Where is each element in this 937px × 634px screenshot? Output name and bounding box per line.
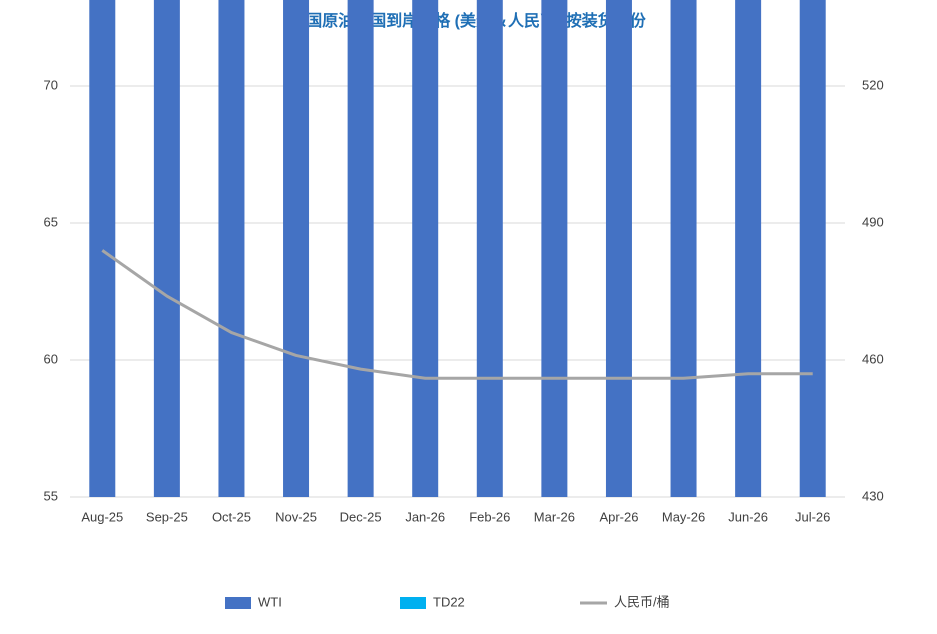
bar bbox=[153, 0, 180, 497]
bar bbox=[799, 0, 826, 497]
legend-label: TD22 bbox=[433, 594, 465, 609]
x-tick-label: Dec-25 bbox=[340, 509, 382, 524]
bar bbox=[347, 0, 374, 497]
x-tick-label: Oct-25 bbox=[212, 509, 251, 524]
y-tick-label: 55 bbox=[44, 488, 58, 503]
bar bbox=[476, 0, 503, 497]
line bbox=[101, 249, 813, 380]
x-tick-label: Feb-26 bbox=[469, 509, 510, 524]
x-tick-label: Apr-26 bbox=[599, 509, 638, 524]
x-tick-label: Jul-26 bbox=[795, 509, 830, 524]
bar bbox=[735, 0, 762, 497]
y2-tick-label: 490 bbox=[862, 214, 884, 229]
bar bbox=[89, 0, 116, 497]
x-tick-label: Jan-26 bbox=[405, 509, 445, 524]
y-tick-label: 60 bbox=[44, 351, 58, 366]
y-tick-label: 65 bbox=[44, 214, 58, 229]
y-tick-label: 70 bbox=[44, 77, 58, 92]
bar bbox=[670, 0, 697, 497]
bar bbox=[283, 0, 310, 497]
legend-swatch bbox=[400, 597, 426, 609]
x-tick-label: Nov-25 bbox=[275, 509, 317, 524]
bar bbox=[412, 0, 439, 497]
x-tick-label: Sep-25 bbox=[146, 509, 188, 524]
x-tick-label: Jun-26 bbox=[728, 509, 768, 524]
legend-swatch bbox=[225, 597, 251, 609]
x-tick-label: May-26 bbox=[662, 509, 705, 524]
bar bbox=[541, 0, 568, 497]
bar bbox=[218, 0, 245, 497]
y2-tick-label: 520 bbox=[862, 77, 884, 92]
x-tick-label: Mar-26 bbox=[534, 509, 575, 524]
legend-label: WTI bbox=[258, 594, 282, 609]
x-tick-label: Aug-25 bbox=[81, 509, 123, 524]
y2-tick-label: 460 bbox=[862, 351, 884, 366]
legend-label: 人民币/桶 bbox=[614, 594, 670, 609]
bar bbox=[605, 0, 632, 497]
y2-tick-label: 430 bbox=[862, 488, 884, 503]
chart-title: 美国原油中国到岸价格 (美元＆人民币) 按装货月份 bbox=[290, 11, 647, 30]
